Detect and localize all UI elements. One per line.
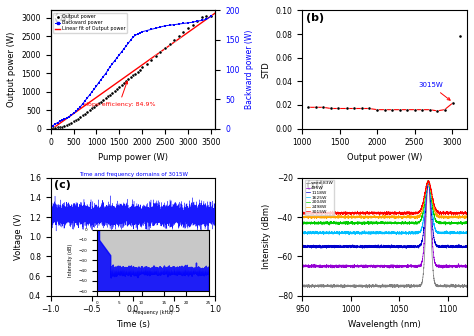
- 1118W: [403, 246, 409, 250]
- 3015W: [464, 211, 470, 215]
- 2004W: [319, 220, 324, 224]
- 1625W: [319, 231, 324, 235]
- seed 83W: [464, 285, 470, 289]
- Line: 1625W: 1625W: [302, 180, 467, 235]
- seed 83W: [328, 284, 334, 288]
- 2498W: [370, 215, 375, 219]
- 2498W: [363, 215, 368, 219]
- Title: Time and frequency domains of 3015W: Time and frequency domains of 3015W: [79, 172, 188, 177]
- 2498W: [443, 215, 449, 219]
- 495W: [386, 266, 392, 270]
- 1625W: [461, 231, 467, 235]
- Y-axis label: Output power (W): Output power (W): [7, 32, 16, 107]
- Text: (d): (d): [306, 180, 324, 190]
- 2498W: [342, 217, 348, 221]
- 495W: [464, 264, 470, 268]
- Y-axis label: Voltage (V): Voltage (V): [14, 213, 23, 260]
- seed 83W: [319, 284, 324, 288]
- 1118W: [328, 245, 334, 249]
- 2498W: [425, 179, 431, 183]
- 3015W: [363, 210, 368, 214]
- 3015W: [370, 212, 375, 216]
- seed 83W: [443, 284, 449, 288]
- 2004W: [443, 220, 449, 224]
- 2498W: [300, 215, 305, 219]
- 495W: [443, 264, 449, 268]
- 2004W: [300, 222, 305, 226]
- 495W: [461, 264, 467, 268]
- 3015W: [461, 211, 467, 215]
- Text: slope efficiency: 84.9%: slope efficiency: 84.9%: [83, 81, 155, 108]
- Line: 3015W: 3015W: [302, 180, 467, 215]
- Y-axis label: STD: STD: [261, 61, 270, 78]
- 3015W: [443, 210, 449, 214]
- 1625W: [426, 178, 431, 182]
- 2498W: [461, 215, 467, 219]
- seed 83W: [426, 179, 431, 183]
- 1118W: [461, 245, 467, 249]
- 1118W: [300, 244, 305, 248]
- 1625W: [370, 231, 375, 235]
- 495W: [370, 265, 375, 269]
- seed 83W: [363, 284, 368, 288]
- 495W: [300, 264, 305, 268]
- 3015W: [426, 178, 432, 182]
- 2498W: [464, 215, 470, 219]
- 1118W: [443, 245, 449, 249]
- X-axis label: Wavelength (nm): Wavelength (nm): [348, 320, 421, 329]
- 1625W: [363, 232, 368, 236]
- 3015W: [328, 211, 334, 215]
- 1625W: [443, 231, 449, 235]
- 1118W: [425, 179, 431, 183]
- 2004W: [464, 221, 470, 225]
- 2498W: [328, 216, 334, 220]
- Text: 3015W: 3015W: [419, 82, 450, 100]
- 1625W: [337, 233, 342, 237]
- Line: 495W: 495W: [302, 181, 467, 268]
- 2004W: [461, 221, 467, 225]
- Line: seed 83W: seed 83W: [302, 181, 467, 288]
- Line: 1118W: 1118W: [302, 181, 467, 248]
- 1625W: [464, 230, 470, 235]
- Y-axis label: Intensity (dBm): Intensity (dBm): [262, 204, 271, 269]
- X-axis label: Time (s): Time (s): [116, 320, 150, 329]
- 2004W: [327, 223, 332, 227]
- X-axis label: Output power (W): Output power (W): [347, 153, 422, 162]
- 495W: [319, 264, 324, 268]
- seed 83W: [300, 284, 305, 288]
- seed 83W: [461, 285, 467, 289]
- 495W: [425, 179, 431, 183]
- 2004W: [363, 221, 368, 225]
- Text: (b): (b): [306, 13, 324, 23]
- Legend: Output power, Backward power, Linear fit of Output power: Output power, Backward power, Linear fit…: [53, 13, 127, 33]
- 1118W: [464, 245, 470, 249]
- 3015W: [300, 210, 305, 214]
- 3015W: [343, 213, 348, 217]
- 495W: [363, 264, 368, 268]
- Legend: seed 83W, 495W, 1118W, 1625W, 2004W, 2498W, 3015W: seed 83W, 495W, 1118W, 1625W, 2004W, 249…: [305, 180, 335, 215]
- Text: (c): (c): [54, 180, 71, 190]
- 2498W: [319, 216, 324, 220]
- 2004W: [328, 221, 334, 225]
- 1625W: [300, 230, 305, 235]
- 1118W: [370, 244, 375, 248]
- 495W: [328, 264, 334, 268]
- Y-axis label: Backward power (W): Backward power (W): [245, 30, 254, 109]
- 1625W: [328, 231, 334, 235]
- 2004W: [370, 221, 375, 225]
- Text: (a): (a): [54, 13, 72, 23]
- seed 83W: [370, 284, 375, 288]
- seed 83W: [365, 286, 370, 290]
- Line: 2498W: 2498W: [302, 181, 467, 219]
- 1118W: [319, 245, 324, 249]
- Line: 2004W: 2004W: [302, 181, 467, 225]
- 1118W: [363, 245, 368, 249]
- 3015W: [319, 211, 324, 215]
- 2004W: [425, 179, 431, 183]
- X-axis label: Pump power (W): Pump power (W): [98, 153, 168, 162]
